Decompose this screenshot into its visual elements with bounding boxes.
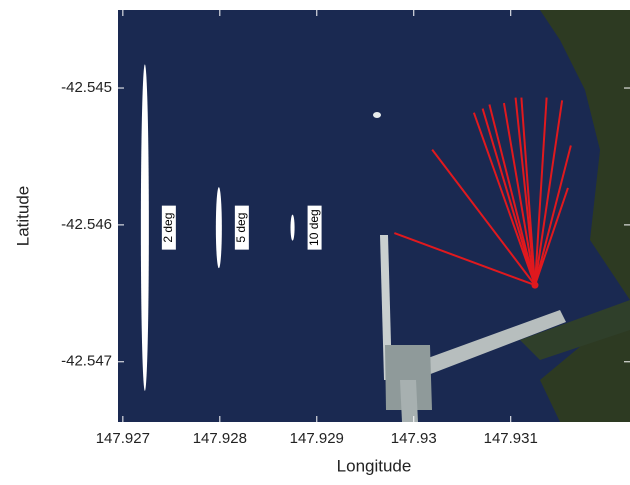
x-tick-label: 147.931 — [484, 430, 538, 447]
x-axis-label: Longitude — [337, 456, 412, 475]
error-ellipse — [291, 215, 295, 241]
x-tick-label: 147.928 — [193, 430, 247, 447]
ellipse-label: 5 deg — [234, 213, 248, 243]
y-tick-label: -42.545 — [61, 79, 112, 96]
chart: Longitude Latitude 2 deg 5 deg 10 deg 147.9… — [0, 0, 630, 480]
x-tick-label: 147.93 — [391, 430, 437, 447]
error-ellipse — [141, 64, 149, 391]
x-tick-label: 147.929 — [290, 430, 344, 447]
y-tick-label: -42.546 — [61, 216, 112, 233]
x-tick-label: 147.927 — [96, 430, 150, 447]
y-tick-label: -42.547 — [61, 353, 112, 370]
ray-origin — [531, 282, 538, 289]
ellipse-label: 10 deg — [307, 209, 321, 246]
ellipse-label: 2 deg — [161, 213, 175, 243]
error-ellipse — [216, 187, 222, 268]
y-axis-label: Latitude — [13, 186, 32, 247]
